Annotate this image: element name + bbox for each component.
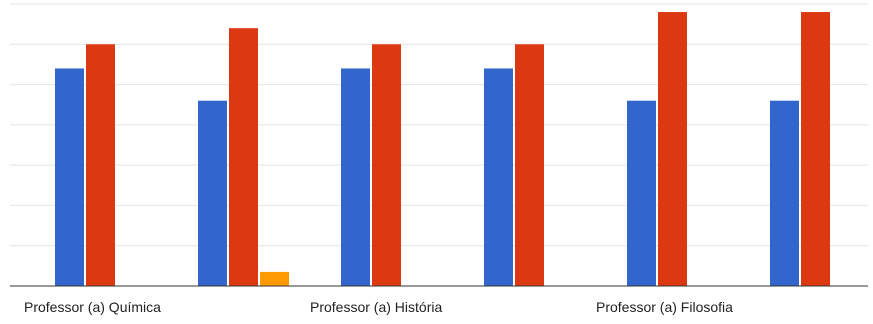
bar-series-3-category-2 — [260, 271, 289, 286]
bar-series-2-category-2 — [229, 28, 258, 287]
x-tick-label: Professor (a) História — [310, 299, 442, 315]
bar-series-1-category-5 — [627, 100, 656, 286]
bar-series-1-category-2 — [198, 100, 227, 286]
bar-series-1-category-6 — [770, 100, 799, 286]
bars — [55, 12, 830, 287]
bar-series-2-category-1 — [86, 44, 115, 287]
x-tick-labels: Professor (a) Química Professor (a) Histó… — [24, 299, 733, 315]
x-tick-label: Professor (a) Química — [24, 299, 161, 315]
bar-series-1-category-1 — [55, 68, 84, 286]
bar-series-1-category-3 — [341, 68, 370, 286]
bar-series-2-category-5 — [658, 12, 687, 287]
gridlines — [10, 3, 868, 287]
bar-series-2-category-4 — [515, 44, 544, 287]
bar-series-2-category-6 — [801, 12, 830, 287]
bar-series-2-category-3 — [372, 44, 401, 287]
x-tick-label: Professor (a) Filosofia — [596, 299, 733, 315]
bar-series-1-category-4 — [484, 68, 513, 286]
